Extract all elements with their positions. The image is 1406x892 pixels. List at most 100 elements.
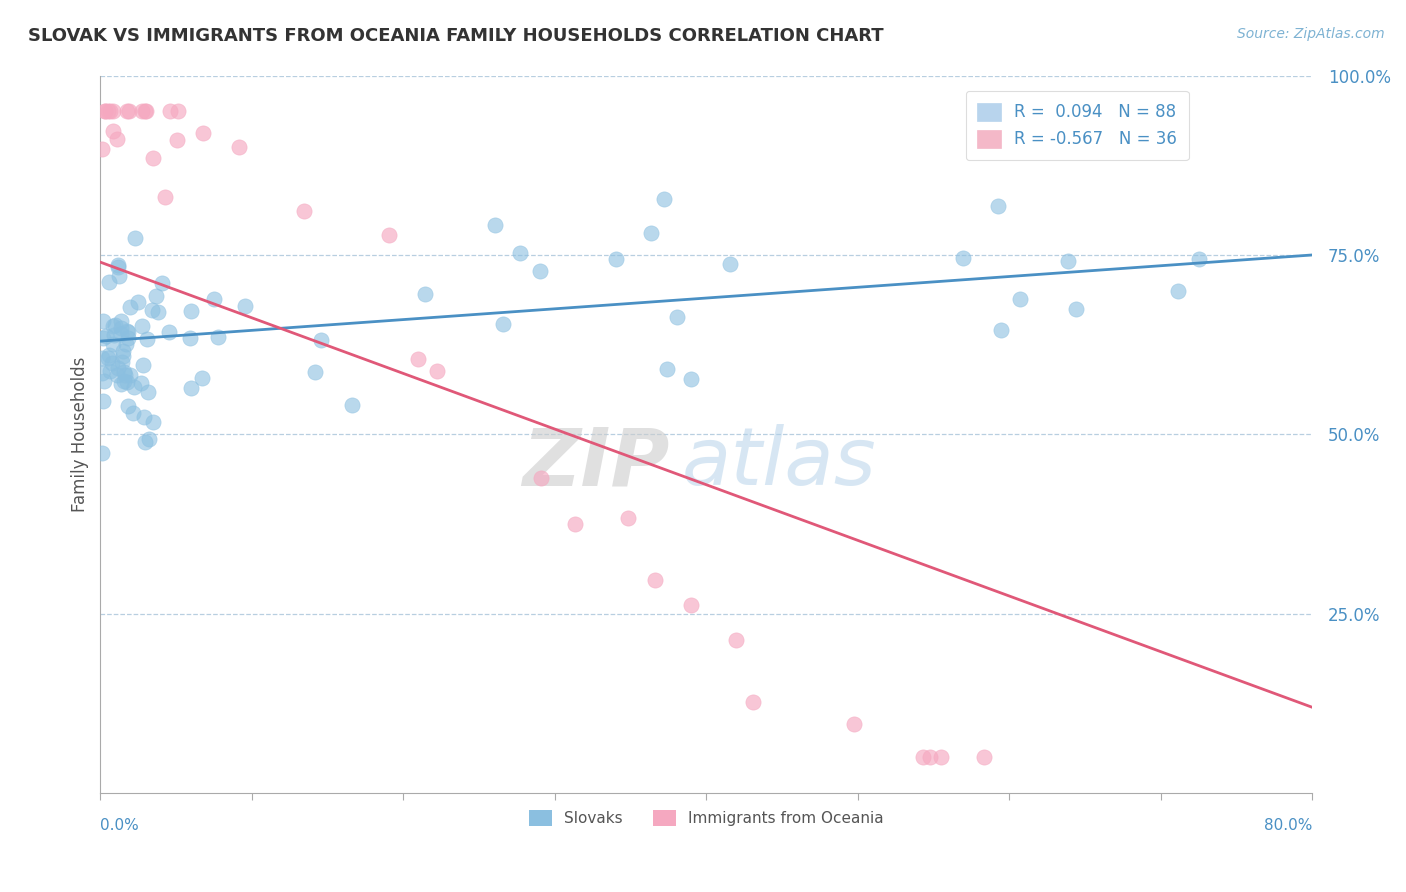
Point [166, 133, 188, 147]
Point [136, 332, 159, 346]
Point [91, 142, 114, 156]
Point [1064, 301, 1087, 316]
Point [94, 328, 117, 343]
Point [655, 362, 678, 376]
Point [180, 303, 202, 318]
Point [110, 327, 132, 342]
Point [233, 299, 256, 313]
Point [131, 104, 153, 119]
Point [167, 104, 190, 119]
Point [98, 364, 121, 378]
Text: atlas: atlas [682, 425, 877, 502]
Point [115, 104, 138, 119]
Point [112, 349, 135, 363]
Point [718, 257, 741, 271]
Point [911, 750, 934, 764]
Point [103, 318, 125, 333]
Point [1057, 253, 1080, 268]
Text: ZIP: ZIP [523, 425, 669, 502]
Point [929, 750, 952, 764]
Point [131, 318, 153, 333]
Point [640, 226, 662, 240]
Point [377, 227, 399, 242]
Legend: R =  0.094   N = 88, R = -0.567   N = 36: R = 0.094 N = 88, R = -0.567 N = 36 [966, 91, 1188, 160]
Point [129, 376, 152, 390]
Point [115, 375, 138, 389]
Point [141, 303, 163, 318]
Point [509, 246, 531, 260]
Point [1010, 292, 1032, 306]
Point [304, 366, 326, 380]
Point [157, 325, 180, 339]
Point [111, 355, 134, 369]
Point [191, 126, 214, 140]
Point [98, 275, 121, 289]
Text: SLOVAK VS IMMIGRANTS FROM OCEANIA FAMILY HOUSEHOLDS CORRELATION CHART: SLOVAK VS IMMIGRANTS FROM OCEANIA FAMILY… [28, 27, 884, 45]
Point [426, 364, 449, 378]
Point [150, 276, 173, 290]
Point [90, 351, 112, 365]
Point [340, 398, 363, 412]
Point [644, 573, 666, 587]
Point [207, 330, 229, 344]
Point [725, 633, 748, 648]
Point [93, 374, 115, 388]
Point [990, 323, 1012, 337]
Point [920, 750, 942, 764]
Point [484, 218, 506, 232]
Point [117, 399, 139, 413]
Point [91, 446, 114, 460]
Point [134, 104, 156, 119]
Point [415, 286, 437, 301]
Point [616, 510, 638, 524]
Point [110, 376, 132, 391]
Point [132, 410, 155, 425]
Point [121, 406, 143, 420]
Point [120, 368, 142, 383]
Point [93, 331, 115, 345]
Text: 0.0%: 0.0% [100, 819, 139, 833]
Point [142, 415, 165, 429]
Point [98, 104, 121, 119]
Point [132, 358, 155, 372]
Point [91, 314, 114, 328]
Point [93, 104, 115, 119]
Point [127, 295, 149, 310]
Point [101, 337, 124, 351]
Point [96, 104, 118, 119]
Point [1167, 285, 1189, 299]
Point [103, 124, 125, 138]
Point [973, 750, 995, 764]
Point [117, 104, 139, 119]
Point [159, 104, 181, 119]
Point [1188, 252, 1211, 267]
Point [107, 360, 129, 375]
Y-axis label: Family Households: Family Households [72, 357, 89, 512]
Point [110, 321, 132, 335]
Point [91, 394, 114, 409]
Text: 80.0%: 80.0% [1264, 819, 1312, 833]
Point [605, 252, 627, 267]
Point [101, 104, 124, 119]
Point [94, 104, 117, 119]
Point [135, 104, 157, 119]
Point [138, 432, 160, 446]
Point [564, 517, 586, 532]
Point [155, 190, 177, 204]
Text: Source: ZipAtlas.com: Source: ZipAtlas.com [1237, 27, 1385, 41]
Point [101, 357, 124, 371]
Point [105, 132, 128, 146]
Point [107, 269, 129, 284]
Point [107, 258, 129, 272]
Point [142, 151, 165, 165]
Point [134, 435, 156, 450]
Point [406, 352, 429, 367]
Point [180, 381, 202, 395]
Point [115, 324, 138, 338]
Point [112, 374, 135, 388]
Point [654, 192, 676, 206]
Point [842, 717, 865, 731]
Point [202, 292, 225, 306]
Point [98, 347, 121, 361]
Point [97, 351, 120, 365]
